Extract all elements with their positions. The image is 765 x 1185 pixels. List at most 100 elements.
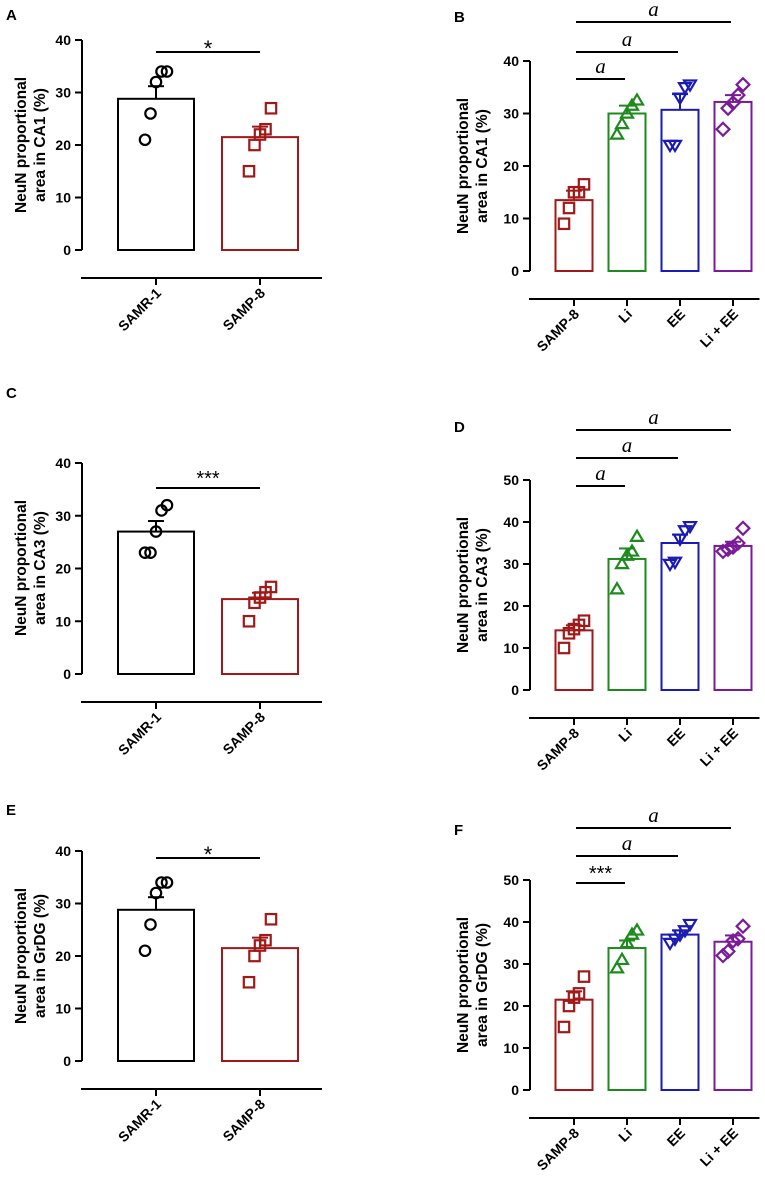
x-tick-label: Li + EE (697, 725, 742, 770)
data-point-samr-1 (144, 546, 157, 559)
y-tick-label: 50 (503, 872, 519, 888)
data-point-samr-1 (144, 107, 157, 120)
y-axis-label: NeuN proportional area in GrDG (%) (455, 917, 491, 1053)
x-tick-label: EE (664, 1125, 689, 1150)
data-point-li (629, 92, 645, 106)
y-tick-label: 30 (503, 106, 519, 122)
data-point-samr-1 (160, 498, 174, 512)
significance-label: a (622, 433, 633, 457)
y-axis-label-line: area in CA3 (%) (474, 528, 491, 642)
data-point-li-ee (720, 100, 736, 117)
x-tick-label: SAMP-8 (219, 709, 268, 758)
y-axis-label-line: area in CA1 (%) (32, 88, 49, 202)
data-point-ee (672, 92, 688, 106)
panel-a: A NeuN proportional area in CA1 (%) 0 10 20 30… (6, 7, 322, 334)
data-point-ee (662, 937, 678, 952)
y-tick-label: 30 (503, 956, 519, 972)
bar-samr-1 (117, 97, 195, 251)
y-tick-label: 0 (63, 1053, 71, 1069)
data-point-li-ee (735, 918, 751, 935)
y-tick-label: 20 (503, 998, 519, 1014)
data-point-li-ee (720, 541, 736, 558)
y-axis-label-line: area in GrDG (%) (32, 894, 49, 1018)
y-tick-label: 20 (55, 561, 71, 577)
y-tick-label: 50 (503, 472, 519, 488)
x-tick-label: Li + EE (697, 306, 742, 351)
panel-label: C (6, 385, 17, 402)
panel-f: F NeuN proportional area in GrDG (%) 0 10 20 3… (454, 803, 760, 1174)
y-axis-label-line: area in CA1 (%) (474, 109, 491, 223)
data-point-li-ee (730, 87, 746, 104)
y-tick-label: 40 (503, 53, 519, 69)
data-point-li-ee (725, 932, 741, 949)
y-tick-label: 0 (511, 1082, 519, 1098)
data-point-li-ee (730, 535, 746, 551)
significance-label: * (204, 842, 213, 867)
y-tick-label: 0 (63, 242, 71, 258)
bar-li (607, 112, 647, 272)
data-point-li (609, 581, 625, 595)
y-tick-label: 40 (503, 914, 519, 930)
data-point-samr-1 (149, 75, 163, 89)
y-axis-label-line: area in CA3 (%) (32, 511, 49, 625)
x-tick-label: SAMP-8 (533, 725, 582, 774)
data-point-li (609, 126, 625, 140)
data-point-samr-1 (149, 525, 163, 538)
significance-label: a (595, 54, 606, 78)
data-point-ee (667, 556, 683, 571)
significance-label: a (648, 803, 659, 827)
y-axis-label: NeuN proportional area in GrDG (%) (13, 888, 49, 1024)
bar-samp-8 (554, 998, 594, 1092)
significance-label: * (204, 36, 213, 61)
bar-li-ee (713, 544, 753, 691)
data-point-samp-8 (572, 987, 586, 1000)
data-point-samr-1 (160, 65, 174, 78)
panel-label: A (6, 7, 17, 24)
data-point-samp-8 (259, 933, 272, 947)
data-point-ee (682, 520, 698, 535)
y-axis-label: NeuN proportional area in CA3 (%) (13, 500, 49, 636)
data-point-ee (672, 533, 688, 547)
data-point-samr-1 (138, 133, 152, 147)
y-tick-label: 40 (55, 32, 71, 48)
panel-label: F (454, 822, 463, 839)
significance-label: *** (589, 863, 613, 885)
data-point-samp-8 (259, 122, 272, 136)
x-tick-label: SAMP-8 (219, 285, 268, 334)
data-point-li (619, 934, 635, 949)
data-point-li-ee (715, 121, 731, 138)
data-point-samp-8 (242, 975, 256, 989)
y-tick-label: 10 (55, 1001, 71, 1017)
y-tick-label: 40 (503, 514, 519, 530)
data-point-li (614, 951, 630, 966)
data-point-samp-8 (557, 217, 571, 231)
bar-li-ee (713, 100, 753, 272)
y-tick-label: 40 (55, 843, 71, 859)
data-point-samp-8 (264, 580, 278, 594)
y-axis-label-line: NeuN proportional (13, 500, 30, 636)
data-point-samr-1 (149, 886, 163, 900)
y-axis-label-line: area in GrDG (%) (474, 923, 491, 1047)
significance-label: a (595, 461, 606, 485)
data-point-samp-8 (557, 1020, 571, 1034)
data-point-li (619, 105, 635, 119)
x-tick-label: SAMP-8 (533, 1125, 582, 1174)
y-axis-label: NeuN proportional area in CA3 (%) (455, 517, 491, 653)
significance-label: a (622, 27, 633, 51)
bar-ee (660, 108, 700, 272)
x-tick-label: SAMR-1 (115, 285, 164, 334)
x-tick-label: SAMR-1 (115, 709, 164, 758)
y-tick-label: 20 (55, 948, 71, 964)
data-point-ee (672, 929, 688, 943)
data-point-samp-8 (557, 641, 571, 655)
y-axis-label: NeuN proportional area in CA1 (%) (13, 77, 49, 213)
data-point-samp-8 (577, 614, 591, 627)
data-point-samr-1 (144, 918, 157, 931)
y-axis-label-line: NeuN proportional (13, 888, 30, 1024)
data-point-ee (667, 933, 683, 947)
bar-samp-8 (221, 136, 299, 251)
data-point-ee (667, 139, 683, 154)
panel-d: D NeuN proportional area in CA3 (%) 0 10 20 30… (454, 405, 760, 774)
y-tick-label: 10 (503, 1040, 519, 1056)
